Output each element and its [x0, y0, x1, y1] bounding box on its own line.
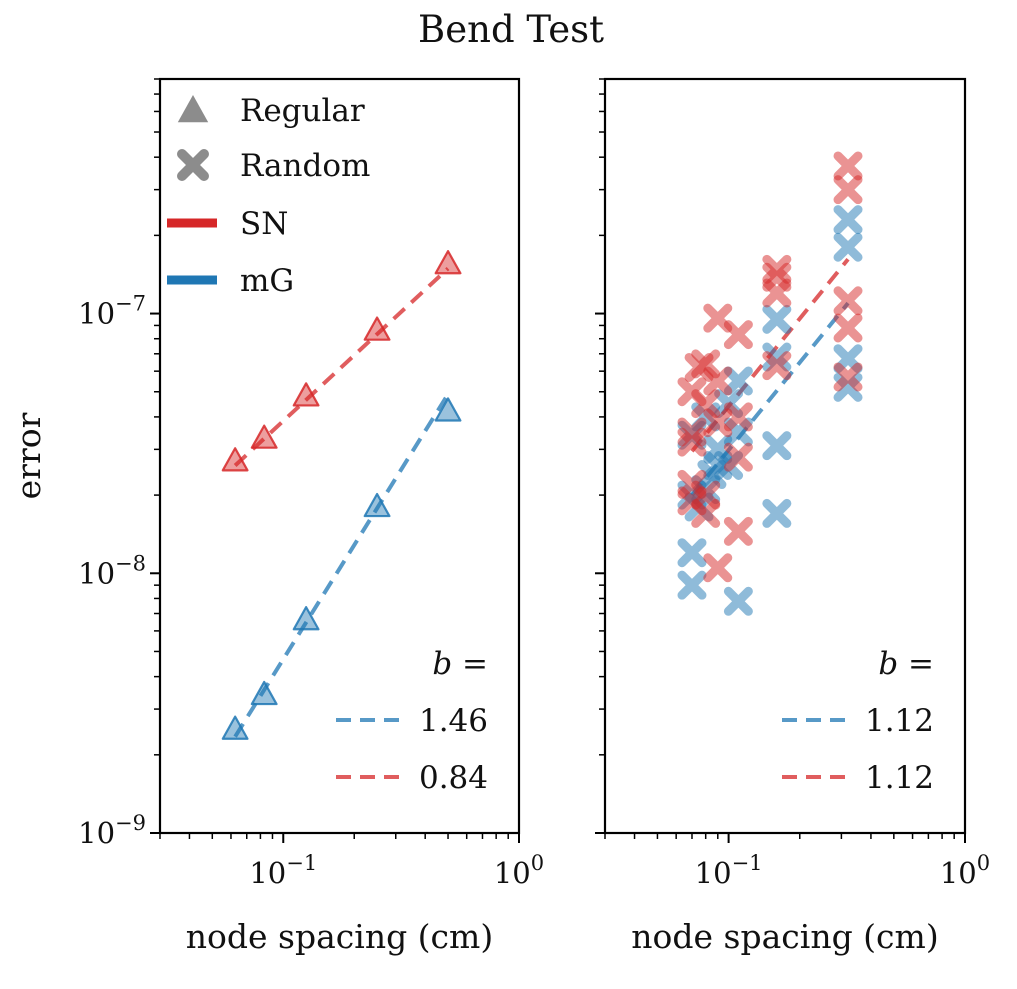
- figure-title: Bend Test: [418, 8, 604, 51]
- legend-label: mG: [240, 263, 294, 299]
- left-panel: 10−1 100 10−7 10−8 10−9 node spacing (cm) erro…: [9, 77, 544, 956]
- x-tick-label: 100: [940, 851, 990, 890]
- data-point-SN: [677, 427, 707, 457]
- x-axis-label: node spacing (cm): [631, 917, 938, 956]
- fit-legend: b = 1.12 1.12: [782, 646, 934, 796]
- fit-legend: b = 1.46 0.84: [336, 646, 488, 796]
- data-point-SN: [833, 175, 863, 205]
- data-point-mG: [250, 680, 278, 706]
- data-point-SN: [833, 313, 863, 343]
- left-axes-frame: [158, 77, 521, 835]
- y-axis-label: error: [9, 412, 48, 499]
- data-point-SN: [723, 320, 753, 350]
- x-tick-label: 100: [494, 851, 544, 890]
- legend-label: SN: [240, 206, 288, 242]
- data-point-SN: [762, 351, 792, 381]
- data-point-SN: [691, 389, 721, 419]
- y-tick-label: 10−7: [78, 292, 146, 331]
- data-point-mG: [723, 586, 753, 616]
- data-point-SN: [762, 278, 792, 308]
- data-point-mG: [833, 232, 863, 262]
- fit-legend-value: 0.84: [419, 760, 488, 796]
- x-tick-label: 10−1: [249, 851, 317, 890]
- data-point-SN: [434, 250, 462, 275]
- fit-line-mG: [690, 301, 850, 497]
- data-point-SN: [723, 516, 753, 546]
- data-point-mG: [762, 431, 792, 461]
- data-point-mG: [221, 715, 249, 740]
- fit-legend-title: b =: [432, 646, 488, 682]
- triangle-icon: [177, 95, 209, 123]
- fit-legend-value: 1.12: [865, 760, 934, 796]
- x-icon: [177, 149, 209, 181]
- data-point-SN: [250, 424, 278, 449]
- data-point-mG: [833, 205, 863, 235]
- data-point-mG: [677, 538, 707, 568]
- legend-item-mg: mG: [167, 263, 294, 299]
- fit-legend-value: 1.12: [865, 703, 934, 739]
- data-point-SN: [703, 366, 733, 396]
- legend-item-regular: Regular: [177, 93, 365, 129]
- fit-legend-value: 1.46: [419, 703, 488, 739]
- legend-item-random: Random: [177, 148, 370, 184]
- data-point-mG: [363, 492, 391, 518]
- data-point-mG: [434, 397, 462, 422]
- data-point-mG: [762, 498, 792, 528]
- legend-label: Random: [240, 148, 370, 184]
- data-point-SN: [691, 498, 721, 528]
- x-tick-label: 10−1: [695, 851, 763, 890]
- fit-line-mG: [233, 393, 450, 738]
- fit-legend-title: b =: [878, 646, 934, 682]
- data-point-mG: [292, 606, 320, 631]
- data-point-SN: [833, 286, 863, 316]
- right-axes-frame: [603, 77, 967, 835]
- data-point-SN: [723, 442, 753, 472]
- data-point-SN: [703, 408, 733, 438]
- data-point-mG: [677, 570, 707, 600]
- fit-line-SN: [233, 267, 450, 467]
- data-point-SN: [703, 553, 733, 583]
- data-point-SN: [221, 447, 249, 472]
- data-point-SN: [833, 151, 863, 181]
- y-tick-label: 10−8: [78, 551, 146, 590]
- y-tick-label: 10−9: [78, 811, 146, 850]
- legend-label: Regular: [240, 93, 365, 129]
- data-point-SN: [363, 316, 391, 341]
- data-point-mG: [723, 366, 753, 396]
- legend-item-sn: SN: [167, 206, 288, 242]
- data-point-mG: [762, 304, 792, 334]
- x-axis-label: node spacing (cm): [186, 917, 493, 956]
- data-point-SN: [723, 402, 753, 432]
- data-point-SN: [833, 362, 863, 392]
- data-point-SN: [292, 382, 320, 407]
